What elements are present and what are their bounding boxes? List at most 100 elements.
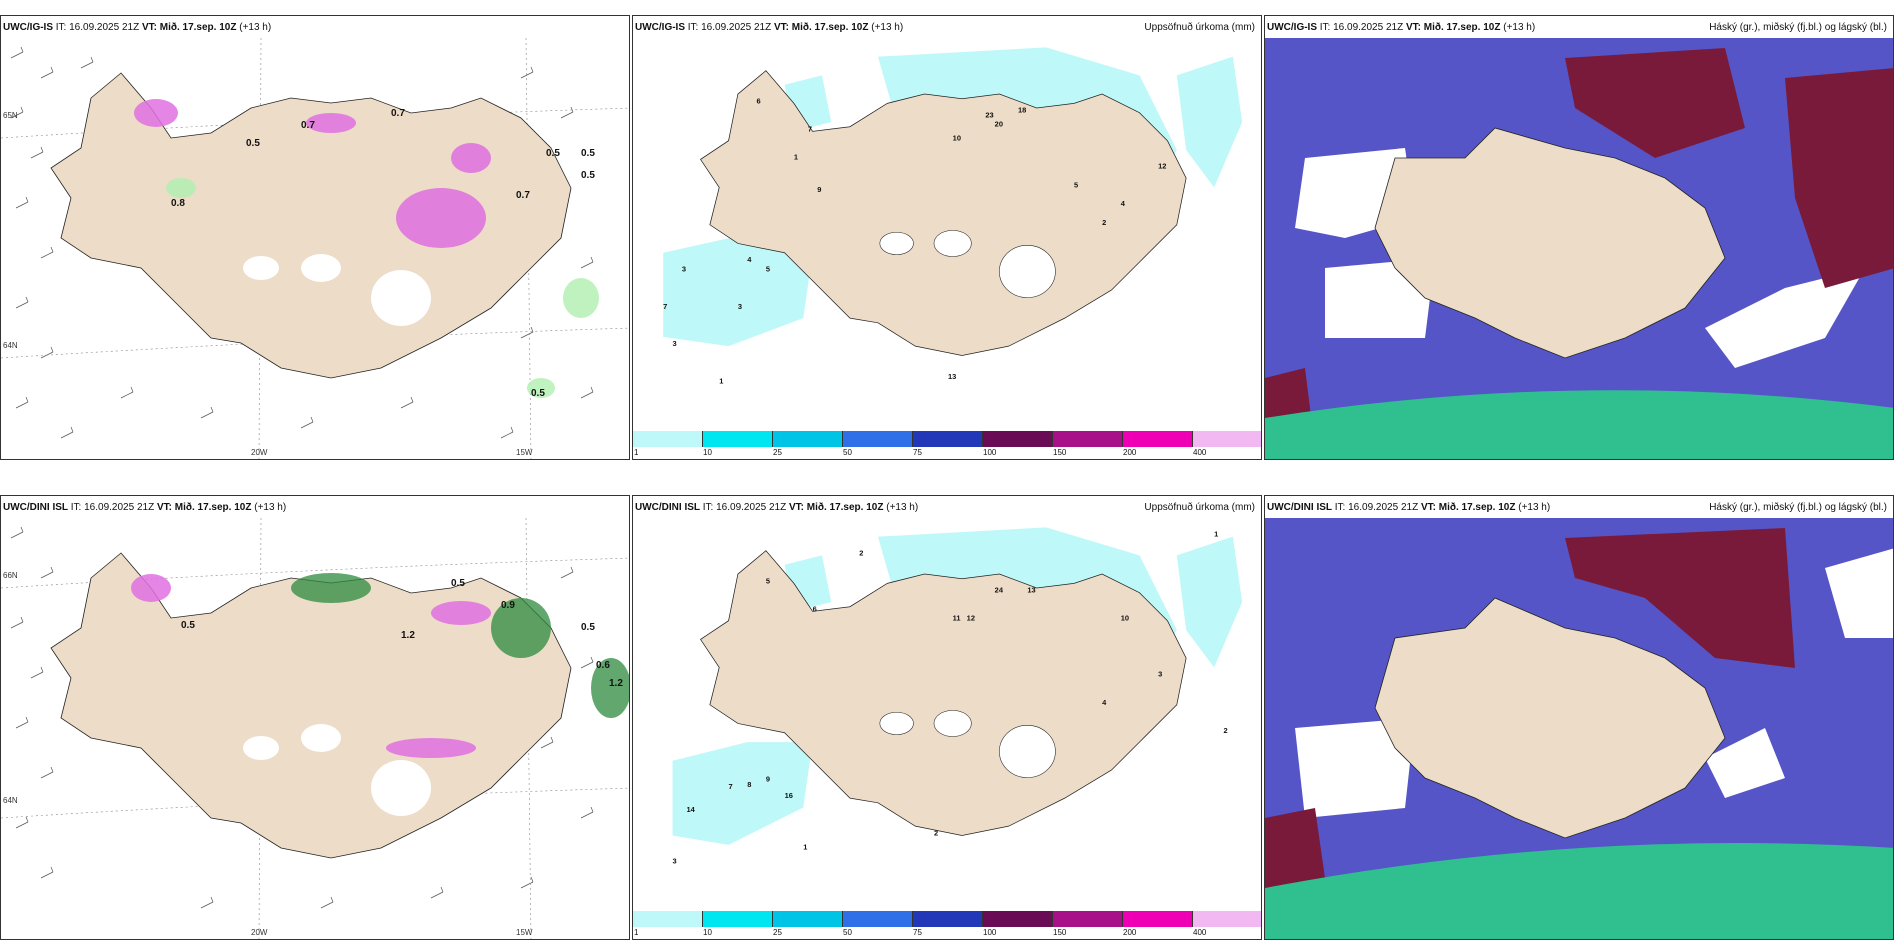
weather-value: 0.7 — [301, 120, 315, 131]
precip-value: 16 — [785, 791, 793, 800]
legend-tick: 10 — [703, 928, 712, 937]
vt-value: Mið. 17.sep. 10Z — [791, 22, 869, 33]
panel-title: Háský (gr.), miðský (fj.bl.) og lágský (… — [1709, 502, 1887, 513]
precip-value: 7 — [808, 124, 812, 133]
lat-label: 64N — [3, 341, 18, 350]
it-value: 16.09.2025 21Z — [84, 502, 155, 513]
precip-value: 12 — [967, 614, 975, 623]
panel-header: UWC/DINI ISL IT: 16.09.2025 21Z VT: Mið.… — [3, 502, 625, 516]
iceland-land — [1374, 127, 1726, 359]
panel-title: Háský (gr.), miðský (fj.bl.) og lágský (… — [1709, 22, 1887, 33]
panel-precip-row2: UWC/DINI ISL IT: 16.09.2025 21Z VT: Mið.… — [632, 495, 1262, 940]
rain-areas — [291, 573, 629, 718]
weather-value: 0.7 — [516, 190, 530, 201]
precip-values: 3 3 4 5 6 7 10 23 20 18 9 5 2 1 13 12 4 … — [663, 96, 1166, 385]
weather-value: 0.8 — [171, 198, 185, 209]
precip-value: 6 — [757, 96, 761, 105]
precip-value: 18 — [1018, 106, 1026, 115]
it-label: IT: — [702, 502, 714, 513]
model-name: UWC/DINI ISL — [635, 502, 700, 513]
it-label: IT: — [70, 502, 82, 513]
panel-cloud-row1: UWC/IG-IS IT: 16.09.2025 21Z VT: Mið. 17… — [1264, 15, 1894, 460]
legend-swatch — [843, 431, 913, 447]
legend-tick: 150 — [1053, 448, 1067, 457]
weather-value: 0.5 — [451, 578, 465, 589]
model-name: UWC/IG-IS — [3, 22, 53, 33]
precip-value: 10 — [1121, 614, 1129, 623]
vt-label: VT: — [773, 22, 789, 33]
weather-map: 0.5 0.5 0.9 0.5 0.6 1.2 1.2 — [1, 518, 629, 939]
precip-value: 4 — [747, 255, 752, 264]
lon-label: 15W — [516, 928, 533, 937]
legend-swatch — [983, 431, 1053, 447]
legend-swatch — [773, 911, 843, 927]
legend-tick: 50 — [843, 928, 852, 937]
precip-value: 3 — [673, 339, 677, 348]
lead-time: (+13 h) — [239, 22, 272, 33]
vt-label: VT: — [156, 502, 172, 513]
weather-value: 0.9 — [501, 600, 515, 611]
legend-swatch — [1193, 911, 1261, 927]
precip-value: 20 — [995, 120, 1003, 129]
lon-label: 20W — [251, 448, 268, 457]
vt-value: Mið. 17.sep. 10Z — [806, 502, 884, 513]
vt-label: VT: — [1420, 502, 1436, 513]
panel-title: Uppsöfnuð úrkoma (mm) — [1144, 22, 1255, 33]
model-name: UWC/DINI ISL — [3, 502, 68, 513]
wind-barbs — [10, 526, 594, 909]
iceland-land — [50, 72, 572, 379]
panel-header: UWC/IG-IS IT: 16.09.2025 21Z VT: Mið. 17… — [635, 22, 1257, 36]
lon-label: 15W — [516, 448, 533, 457]
iceland-land — [700, 550, 1187, 836]
it-value: 16.09.2025 21Z — [716, 502, 787, 513]
iceland-land — [50, 552, 572, 859]
weather-value: 0.5 — [581, 148, 595, 159]
model-name: UWC/DINI ISL — [1267, 502, 1332, 513]
legend-swatch — [913, 431, 983, 447]
lead-time: (+13 h) — [886, 502, 919, 513]
lead-time: (+13 h) — [254, 502, 287, 513]
legend-swatch — [633, 911, 703, 927]
panel-weather-row2: UWC/DINI ISL IT: 16.09.2025 21Z VT: Mið.… — [0, 495, 630, 940]
weather-values: 0.5 0.5 0.9 0.5 0.6 1.2 1.2 — [181, 578, 623, 689]
weather-value: 0.5 — [581, 622, 595, 633]
panel-header: UWC/DINI ISL IT: 16.09.2025 21Z VT: Mið.… — [635, 502, 1257, 516]
weather-value: 0.5 — [531, 388, 545, 399]
glaciers — [243, 724, 431, 816]
weather-values: 0.5 0.7 0.7 0.5 0.5 0.7 0.8 0.5 0.5 — [171, 108, 595, 399]
precip-value: 6 — [813, 604, 817, 613]
rain-areas — [166, 178, 599, 398]
legend-swatch — [983, 911, 1053, 927]
precip-value: 2 — [859, 548, 863, 557]
legend-swatch — [703, 911, 773, 927]
legend-swatch — [1193, 431, 1261, 447]
precip-value: 4 — [1102, 698, 1107, 707]
glaciers — [243, 254, 431, 326]
it-label: IT: — [55, 22, 67, 33]
legend-swatch — [1053, 911, 1123, 927]
it-value: 16.09.2025 21Z — [1348, 502, 1419, 513]
lead-time: (+13 h) — [1503, 22, 1536, 33]
legend-swatch — [773, 431, 843, 447]
legend-swatch — [1053, 431, 1123, 447]
precip-value: 5 — [1074, 180, 1078, 189]
precip-value: 9 — [766, 774, 770, 783]
precip-value: 2 — [1102, 218, 1106, 227]
precip-values: 2 24 11 12 13 10 14 16 7 8 9 3 1 5 6 4 2… — [673, 530, 1228, 866]
precip-value: 23 — [985, 110, 993, 119]
legend-tick: 150 — [1053, 928, 1067, 937]
model-name: UWC/IG-IS — [635, 22, 685, 33]
legend-tick: 200 — [1123, 448, 1137, 457]
panel-precip-row1: UWC/IG-IS IT: 16.09.2025 21Z VT: Mið. 17… — [632, 15, 1262, 460]
vt-label: VT: — [141, 22, 157, 33]
glaciers — [879, 710, 1056, 778]
snow-areas — [131, 574, 491, 758]
iceland-land — [1374, 597, 1726, 839]
legend-tick: 1 — [634, 448, 639, 457]
lead-time: (+13 h) — [1518, 502, 1551, 513]
legend-swatch — [1123, 911, 1193, 927]
precip-value: 24 — [995, 586, 1004, 595]
legend-tick: 100 — [983, 448, 997, 457]
precip-legend: 1 10 25 50 75 100 150 200 400 — [633, 911, 1261, 939]
legend-swatch — [1123, 431, 1193, 447]
